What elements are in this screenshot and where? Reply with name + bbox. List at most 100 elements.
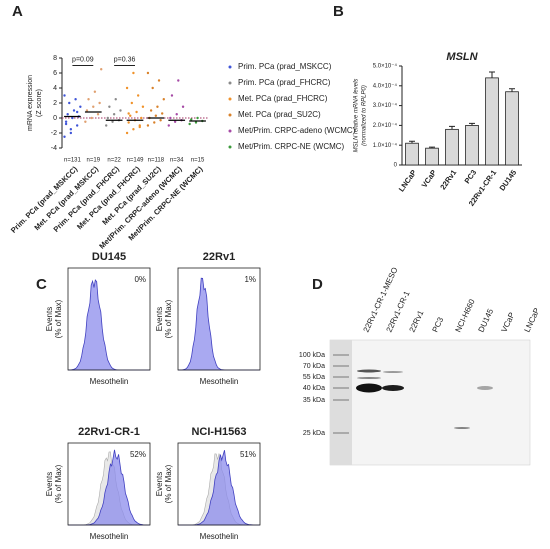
- data-point: [98, 101, 101, 105]
- lane-label: 22Rv1: [408, 308, 426, 333]
- blot-band: [357, 369, 381, 373]
- y-tick-label: 2: [53, 100, 57, 107]
- data-point: [127, 121, 130, 124]
- data-point: [112, 113, 116, 116]
- legend-marker: [228, 65, 232, 69]
- lane-label: VCaP: [500, 311, 517, 334]
- marker-label: 35 kDa: [303, 397, 325, 404]
- blot-membrane: [329, 339, 531, 466]
- error-bar: [449, 125, 455, 130]
- data-point: [72, 109, 76, 112]
- data-point: [162, 98, 165, 101]
- y-axis-label: (normalized to RPLP0): [362, 85, 368, 146]
- bar: [425, 147, 439, 166]
- data-point: [167, 124, 170, 127]
- plot-frame: [67, 267, 151, 371]
- legend-label: Met/Prim. CRPC-NE (WCMC): [238, 142, 345, 151]
- chart-title: MSLN: [446, 51, 478, 63]
- data-point: [141, 105, 145, 108]
- data-point: [68, 101, 71, 105]
- percent-label: 1%: [244, 275, 256, 284]
- n-label: n=19: [87, 158, 101, 164]
- y-tick-label: -2: [51, 130, 57, 137]
- y-axis-label: MSLN relative mRNA levels: [354, 79, 360, 153]
- data-point: [63, 94, 66, 97]
- blot-band: [356, 383, 382, 393]
- error-bar: [509, 88, 515, 92]
- data-point: [100, 68, 103, 71]
- blot-band: [477, 386, 493, 390]
- y-axis-label: (Z score): [36, 89, 43, 117]
- legend-marker: [228, 97, 232, 101]
- y-tick-label: 3.0×10⁻⁴: [373, 102, 398, 109]
- data-point: [130, 101, 134, 105]
- y-axis-label: mRNA expression: [27, 75, 34, 131]
- marker-label: 40 kDa: [303, 385, 325, 392]
- data-point: [169, 116, 172, 120]
- data-point: [114, 98, 117, 101]
- data-point: [75, 124, 79, 127]
- annotation: p=0.09: [72, 56, 94, 63]
- data-point: [140, 116, 143, 120]
- y-tick-label: 6: [53, 70, 57, 77]
- n-label: n=15: [191, 158, 205, 164]
- y-tick-label: 2.0×10⁻⁴: [373, 122, 398, 129]
- x-tick-label: 22Rv1: [438, 168, 458, 191]
- data-point: [135, 110, 138, 114]
- y-axis-label: (% of Max): [54, 464, 63, 503]
- data-point: [129, 114, 132, 117]
- n-label: n=131: [64, 158, 82, 164]
- data-point: [93, 90, 97, 93]
- data-point: [66, 113, 69, 116]
- data-point: [79, 105, 82, 108]
- y-axis-label: Events: [155, 472, 164, 496]
- legend-label: Prim. PCa (prad_FHCRC): [238, 78, 331, 87]
- y-tick-label: 5.0×10⁻⁴: [373, 63, 398, 70]
- blot-band: [382, 385, 404, 391]
- x-tick-label: LNCaP: [397, 168, 418, 193]
- x-axis-label: Mesothelin: [90, 532, 129, 541]
- error-bar: [489, 71, 495, 78]
- legend-label: Met. PCa (prad_FHCRC): [238, 94, 328, 103]
- histogram: [67, 279, 150, 371]
- data-point: [173, 120, 177, 123]
- n-label: n=149: [127, 158, 145, 164]
- x-axis-label: Mesothelin: [90, 377, 129, 386]
- legend-marker: [228, 145, 232, 149]
- bar: [505, 91, 519, 166]
- data-point: [160, 112, 164, 115]
- data-point: [127, 112, 130, 115]
- bar: [405, 142, 419, 166]
- y-tick-label: 8: [53, 55, 57, 62]
- data-point: [146, 71, 150, 75]
- percent-label: 52%: [130, 450, 146, 459]
- y-tick-label: -4: [51, 145, 57, 152]
- lane-label: LNCaP: [523, 307, 542, 334]
- data-point: [157, 79, 161, 82]
- panel-letter: A: [12, 3, 23, 20]
- n-label: n=118: [148, 158, 165, 164]
- data-point: [177, 79, 180, 82]
- data-point: [69, 131, 73, 135]
- y-tick-label: 4.0×10⁻⁴: [373, 82, 398, 89]
- data-point: [170, 94, 174, 97]
- panel-title: NCI-H1563: [191, 426, 246, 438]
- data-point: [153, 121, 156, 124]
- x-axis-label: Mesothelin: [200, 377, 239, 386]
- data-point: [132, 71, 135, 75]
- blot-band: [454, 427, 470, 429]
- data-point: [190, 118, 193, 121]
- data-point: [125, 131, 129, 135]
- y-axis-label: Events: [45, 307, 54, 331]
- x-tick-label: VCaP: [420, 168, 439, 189]
- data-point: [146, 124, 150, 127]
- data-point: [196, 116, 199, 120]
- y-tick-label: 0: [53, 115, 57, 122]
- y-axis-label: (% of Max): [54, 299, 63, 338]
- y-axis-label: (% of Max): [164, 464, 173, 503]
- data-point: [151, 86, 154, 90]
- y-tick-label: 1.0×10⁻⁴: [373, 142, 398, 149]
- y-axis-label: Events: [155, 307, 164, 331]
- annotation: p=0.36: [114, 56, 136, 63]
